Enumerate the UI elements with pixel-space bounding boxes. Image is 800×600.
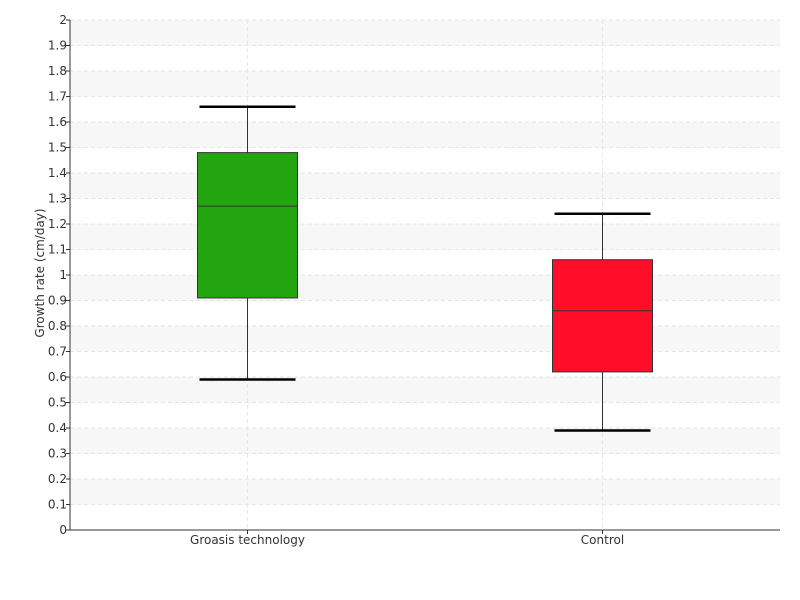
y-tick-label: 1.6 — [48, 115, 67, 129]
y-tick-label: 1.7 — [48, 90, 67, 104]
grid-band — [70, 326, 780, 352]
y-tick-label: 1.4 — [48, 166, 67, 180]
grid-band — [70, 20, 780, 46]
y-tick-label: 1.1 — [48, 243, 67, 257]
y-tick-label: 0 — [59, 523, 67, 537]
boxes — [197, 105, 653, 432]
grid-lines — [70, 19, 780, 530]
y-tick-label: 0.8 — [48, 319, 67, 333]
y-axis-title: Growth rate (cm/day) — [33, 208, 47, 337]
box-control — [552, 212, 653, 432]
grid-band — [70, 275, 780, 301]
grid-band — [70, 224, 780, 250]
y-tick-label: 2 — [59, 13, 67, 27]
grid-band — [70, 479, 780, 505]
background-bands — [70, 20, 780, 505]
y-axis-ticks: 0 0.1 0.2 0.3 0.4 0.5 0.6 0.7 0.8 0.9 1 1.1 1.2 1.3 1.… — [48, 13, 70, 537]
y-tick-label: 1.3 — [48, 192, 67, 206]
y-tick-label: 0.7 — [48, 345, 67, 359]
y-tick-label: 0.9 — [48, 294, 67, 308]
x-axis-labels: Groasis technology Control — [190, 530, 624, 547]
y-tick-label: 0.1 — [48, 498, 67, 512]
grid-band — [70, 122, 780, 148]
grid-band — [70, 428, 780, 454]
y-tick-label: 1.8 — [48, 64, 67, 78]
y-tick-label: 1.2 — [48, 217, 67, 231]
y-tick-label: 0.3 — [48, 447, 67, 461]
iqr-box — [197, 152, 298, 299]
iqr-box — [552, 259, 653, 373]
grid-band — [70, 71, 780, 97]
grid-band — [70, 173, 780, 199]
y-tick-label: 0.5 — [48, 396, 67, 410]
y-tick-label: 0.6 — [48, 370, 67, 384]
x-tick-label: Groasis technology — [190, 533, 305, 547]
y-tick-label: 1 — [59, 268, 67, 282]
y-tick-label: 1.5 — [48, 141, 67, 155]
box-groasis-technology — [197, 105, 298, 381]
x-tick-label: Control — [581, 533, 624, 547]
y-tick-label: 0.2 — [48, 472, 67, 486]
y-tick-label: 0.4 — [48, 421, 67, 435]
grid-band — [70, 377, 780, 403]
y-tick-label: 1.9 — [48, 39, 67, 53]
